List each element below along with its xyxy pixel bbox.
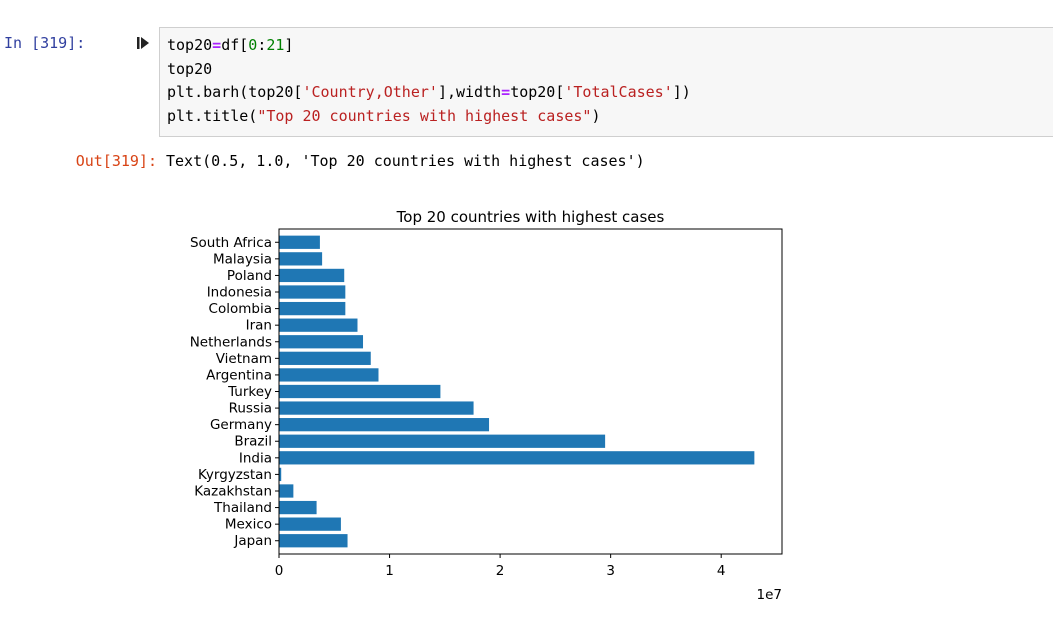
y-tick-label: Vietnam [216,351,272,367]
bar [279,451,755,465]
code-cell-input[interactable]: top20=df[0:21] top20 plt.barh(top20['Count… [159,27,1053,137]
bar [279,418,490,432]
output-text: Text(0.5, 1.0, 'Top 20 countries with hi… [166,152,645,170]
y-tick-label: Iran [246,318,272,334]
y-tick-label: Malaysia [213,251,272,267]
y-tick-label: Japan [233,533,272,549]
bar [279,467,282,482]
barh-chart: Top 20 countries with highest cases Japan… [190,208,783,603]
code-token: "Top 20 countries with highest cases" [257,106,592,125]
code-token: plt.barh(top20[ [167,83,303,101]
axes-frame [278,228,783,555]
code-token: top20 [167,59,213,78]
bar [279,384,441,399]
bar [279,534,348,548]
code-token: = [212,36,222,54]
code-line: plt.barh(top20['Country,Other'],width=to… [167,81,1053,105]
x-tick-label: 1 [385,563,394,579]
y-tick-label: Mexico [225,517,272,533]
input-prompt: In [319]: [4,34,86,52]
bar [279,401,474,415]
y-tick-label: South Africa [190,235,272,251]
code-token: top20 [167,36,213,54]
code-token: ] [284,36,294,54]
chart-title: Top 20 countries with highest cases [396,208,665,226]
code-line: plt.title("Top 20 countries with highest… [167,105,1053,129]
step-run-icon[interactable] [136,36,150,50]
y-tick-label: India [239,450,272,466]
code-token: = [501,83,511,101]
bar [279,517,341,531]
code-token: 'Country,Other' [302,83,438,101]
y-tick-label: Netherlands [190,334,272,350]
y-tick-label: Germany [210,417,272,433]
code-token: ]) [672,83,691,101]
y-tick-label: Indonesia [207,285,272,301]
y-tick-label: Colombia [209,301,272,317]
bar [279,285,346,299]
code-token: ],width [437,83,502,101]
bar [279,335,364,349]
output-prompt: Out[319]: [75,152,157,170]
x-tick-label: 0 [275,563,284,579]
bar [279,484,294,498]
code-line: top20=df[0:21] [167,34,1053,58]
code-token: 0 [248,36,258,54]
y-tick-label: Turkey [227,384,272,400]
bar [279,318,358,332]
x-tick-label: 4 [717,563,726,579]
code-token: df[ [221,36,249,54]
y-tick-label: Kazakhstan [194,483,272,499]
code-token: plt.title( [167,106,258,125]
bar [279,500,317,515]
bar [279,351,371,365]
bar [279,301,346,316]
bar [279,368,379,382]
y-tick-label: Brazil [234,434,272,450]
bar [279,235,320,249]
y-tick-label: Russia [229,401,272,417]
bar [279,252,323,266]
y-tick-label: Argentina [206,367,272,383]
code-token: top20[ [510,83,565,101]
y-tick-label: Thailand [213,500,272,516]
bar [279,434,606,448]
x-tick-label: 2 [496,563,505,579]
code-token: 'TotalCases' [564,83,673,101]
code-token: ) [591,106,601,125]
code-token: 21 [266,36,285,54]
bar [279,268,345,283]
code-token: : [257,36,267,54]
x-offset-label: 1e7 [757,587,782,603]
x-tick-label: 3 [606,563,615,579]
y-tick-label: Poland [227,268,272,284]
y-tick-label: Kyrgyzstan [198,467,272,483]
code-line: top20 [167,58,1053,82]
